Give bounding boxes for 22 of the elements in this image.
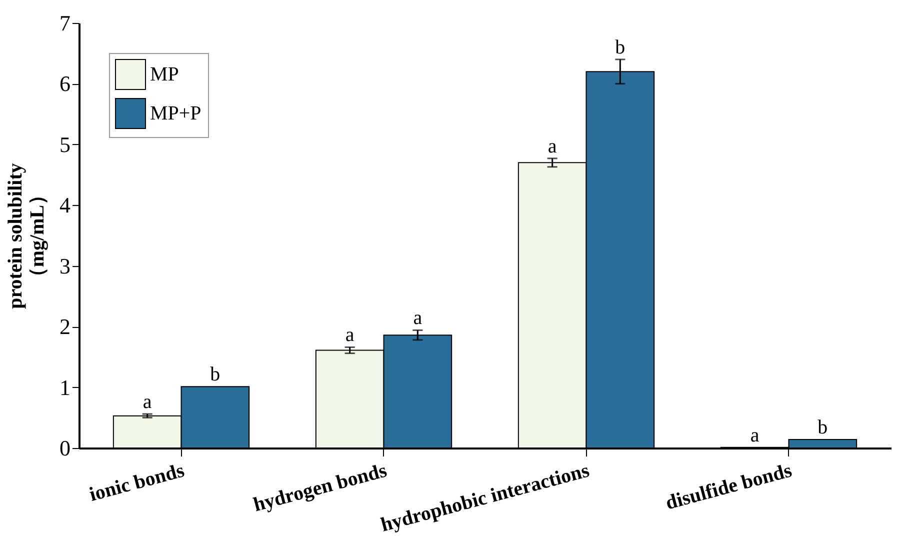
y-axis-title: protein solubility （mg/mL） — [4, 163, 48, 309]
y-tick-label: 3 — [60, 253, 70, 278]
annotation: a — [413, 307, 422, 330]
annotation: a — [750, 424, 760, 446]
annotation: a — [142, 391, 152, 413]
x-tick-label: hydrogen bonds — [251, 459, 390, 516]
legend-label: MP — [150, 64, 179, 86]
annotation: b — [210, 364, 220, 386]
annotation: a — [548, 135, 557, 158]
annotation: b — [615, 36, 626, 58]
x-tick-label: ionic bonds — [87, 459, 187, 506]
y-tick-label: 1 — [60, 374, 70, 400]
y-tick-label: 6 — [60, 71, 70, 96]
y-tick-label: 2 — [60, 314, 70, 340]
annotation: b — [818, 416, 828, 438]
annotation: a — [345, 324, 354, 346]
y-tick-label: 0 — [60, 436, 70, 460]
y-tick-label: 5 — [60, 132, 70, 157]
legend-label: MP+P — [150, 102, 202, 124]
y-tick-label: 4 — [60, 192, 70, 218]
y-tick-label: 7 — [60, 10, 70, 36]
x-tick-label: disulfide bonds — [663, 459, 794, 514]
